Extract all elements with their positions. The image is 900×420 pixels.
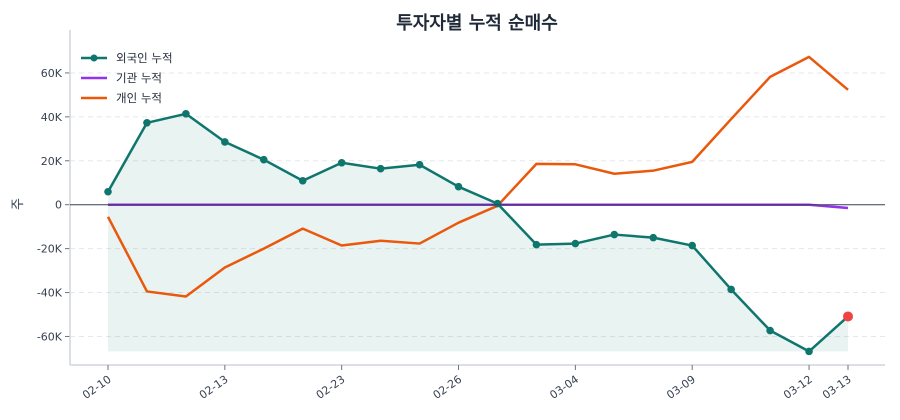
- data-point: [688, 241, 697, 250]
- x-tick-label: 03-12: [781, 373, 815, 402]
- x-tick-label: 03-04: [547, 373, 581, 402]
- data-point: [610, 230, 619, 239]
- legend-label: 기관 누적: [116, 71, 162, 85]
- data-point: [104, 187, 112, 196]
- data-point: [766, 326, 774, 335]
- data-point: [415, 160, 424, 169]
- x-tick-label: 02-13: [197, 373, 231, 402]
- data-point: [532, 240, 541, 249]
- legend-label: 개인 누적: [116, 91, 162, 105]
- x-tick-label: 02-10: [80, 373, 114, 402]
- y-tick-label: -20K: [37, 243, 63, 256]
- x-tick-label: 02-26: [431, 373, 465, 402]
- data-point: [143, 118, 151, 127]
- series-line: [106, 55, 849, 298]
- y-tick-label: 40K: [41, 111, 63, 124]
- y-tick-label: 60K: [41, 67, 63, 80]
- data-point: [376, 164, 385, 173]
- x-tick-label: 02-23: [314, 373, 348, 402]
- legend-label: 외국인 누적: [116, 51, 173, 65]
- data-point: [298, 176, 307, 185]
- last-point-marker: [843, 311, 853, 322]
- chart-title: 투자자별 누적 순매수: [396, 13, 558, 34]
- x-tick-label: 03-09: [664, 373, 698, 402]
- y-tick-label: 20K: [41, 155, 63, 168]
- series-line: [106, 112, 849, 353]
- data-point: [454, 182, 463, 191]
- data-point: [493, 199, 502, 208]
- y-axis-label: 주: [11, 198, 26, 210]
- data-point: [805, 347, 813, 356]
- data-point: [727, 285, 735, 294]
- data-point: [259, 155, 268, 164]
- y-tick-label: 0: [55, 199, 62, 212]
- legend-marker: [90, 54, 98, 62]
- data-point: [182, 109, 190, 118]
- area-fill: [108, 113, 848, 352]
- x-tick-label: 03-13: [820, 373, 854, 402]
- data-point: [337, 158, 346, 167]
- data-point: [649, 233, 658, 242]
- data-point: [571, 239, 580, 248]
- y-tick-label: -40K: [37, 287, 63, 300]
- y-tick-label: -60K: [37, 330, 63, 343]
- data-point: [221, 138, 229, 146]
